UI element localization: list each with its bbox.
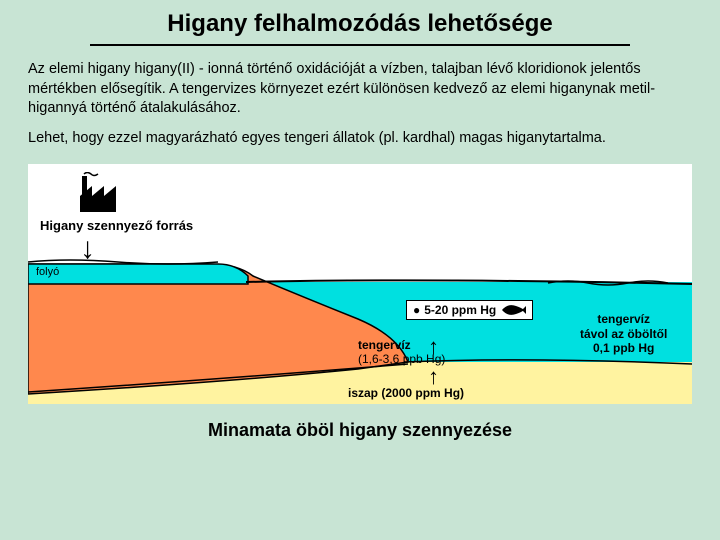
paragraph-2: Lehet, hogy ezzel magyarázható egyes ten… bbox=[0, 129, 720, 159]
factory-icon bbox=[76, 172, 120, 214]
bullet-icon: ● bbox=[413, 303, 420, 317]
far-l3: 0,1 ppb Hg bbox=[593, 341, 654, 355]
diagram: Higany szennyező forrás ↓ folyó ● 5-20 p… bbox=[28, 164, 692, 404]
mud-label: iszap (2000 ppm Hg) bbox=[348, 386, 464, 400]
title-underline bbox=[90, 44, 630, 46]
diagram-svg bbox=[28, 164, 692, 404]
source-label: Higany szennyező forrás bbox=[40, 218, 193, 233]
fish-icon bbox=[500, 303, 526, 317]
river-label: folyó bbox=[36, 266, 59, 278]
seawater-label: tengervíz (1,6-3,6 ppb Hg) bbox=[358, 338, 445, 366]
seawater-value: (1,6-3,6 ppb Hg) bbox=[358, 352, 445, 366]
far-l1: tengervíz bbox=[597, 312, 650, 326]
paragraph-1: Az elemi higany higany(II) - ionná törté… bbox=[0, 60, 720, 129]
page-title: Higany felhalmozódás lehetősége bbox=[0, 0, 720, 44]
down-arrow-icon: ↓ bbox=[80, 234, 95, 264]
caption: Minamata öböl higany szennyezése bbox=[0, 404, 720, 441]
far-seawater-label: tengervíz távol az öböltől 0,1 ppb Hg bbox=[580, 312, 667, 355]
fish-value: 5-20 ppm Hg bbox=[424, 303, 496, 317]
fish-concentration-box: ● 5-20 ppm Hg bbox=[406, 300, 533, 320]
seawater-label-text: tengervíz bbox=[358, 338, 411, 352]
far-l2: távol az öböltől bbox=[580, 327, 667, 341]
